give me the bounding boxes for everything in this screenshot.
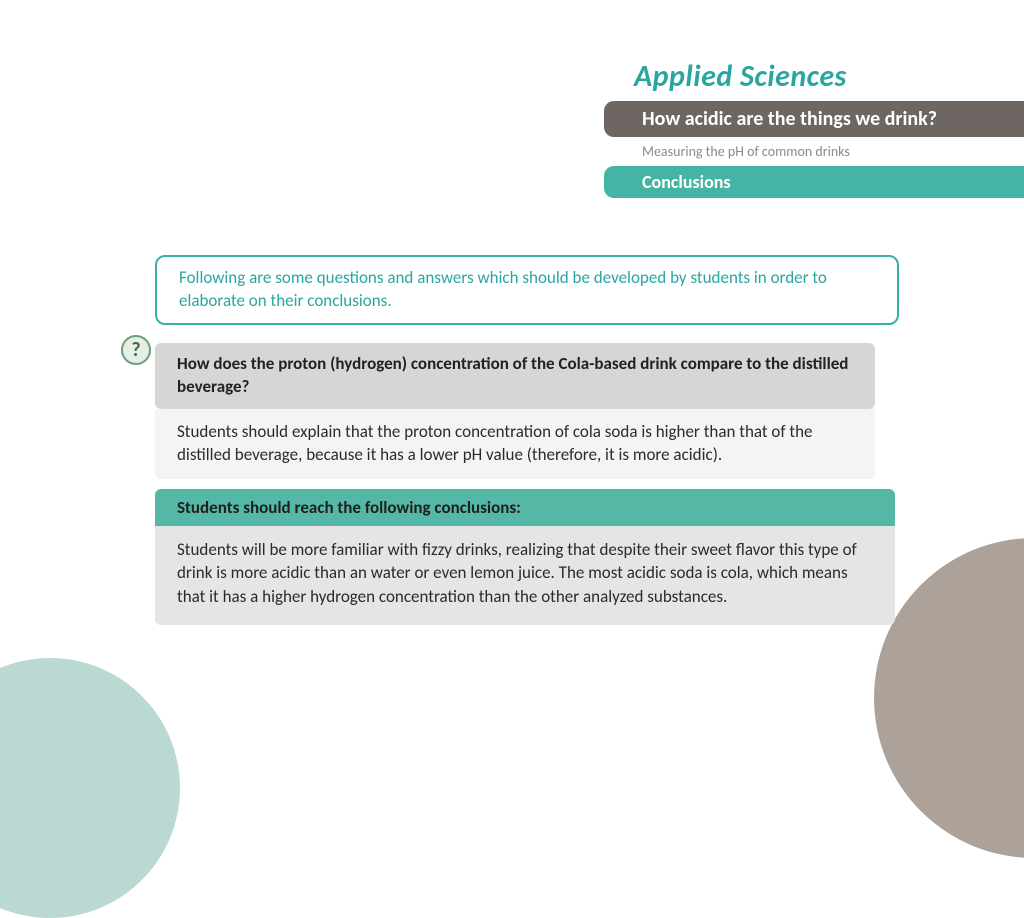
topic-bar: How acidic are the things we drink?: [604, 101, 1024, 137]
decorative-circle-left: [0, 658, 180, 918]
content-area: Following are some questions and answers…: [155, 255, 899, 625]
conclusion-block: Students should reach the following conc…: [155, 489, 899, 625]
instruction-box: Following are some questions and answers…: [155, 255, 899, 325]
section-bar: Conclusions: [604, 166, 1024, 198]
answer-text: Students should explain that the proton …: [155, 409, 875, 479]
conclusion-header: Students should reach the following conc…: [155, 489, 895, 526]
brand-title: Applied Sciences: [604, 58, 1024, 101]
conclusion-body: Students will be more familiar with fizz…: [155, 526, 895, 625]
question-mark-icon: ?: [121, 335, 151, 365]
qa-block: ? How does the proton (hydrogen) concent…: [155, 343, 899, 479]
question-text: How does the proton (hydrogen) concentra…: [155, 343, 875, 409]
subtitle: Measuring the pH of common drinks: [604, 137, 1024, 166]
header: Applied Sciences How acidic are the thin…: [604, 58, 1024, 198]
